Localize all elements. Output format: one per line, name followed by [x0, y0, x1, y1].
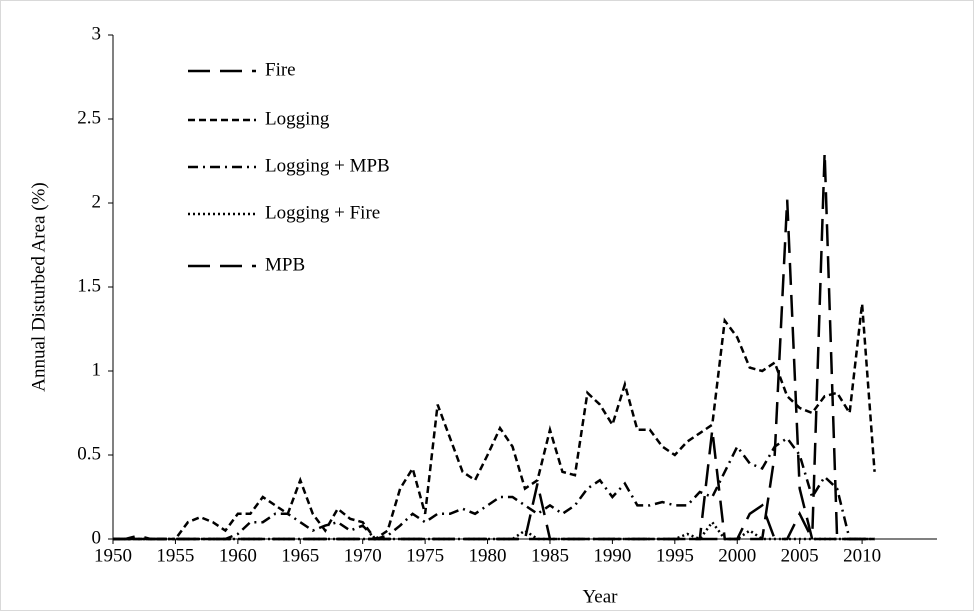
x-tick-label: 1995: [656, 545, 694, 566]
legend-label: Logging + MPB: [265, 155, 390, 176]
x-tick-label: 1965: [281, 545, 319, 566]
series-line: [113, 303, 876, 541]
legend-label: MPB: [265, 254, 305, 275]
x-tick-label: 2000: [718, 545, 756, 566]
y-tick-label: 0: [92, 527, 102, 548]
y-tick-label: 1.5: [77, 275, 101, 296]
y-tick-label: 1: [92, 359, 102, 380]
series-line: [113, 436, 875, 541]
y-tick-label: 2.5: [77, 107, 101, 128]
x-tick-label: 1985: [531, 545, 569, 566]
x-tick-label: 1950: [94, 545, 132, 566]
y-axis-title: Annual Disturbed Area (%): [28, 182, 49, 391]
x-tick-label: 1990: [593, 545, 631, 566]
x-tick-label: 2005: [781, 545, 819, 566]
x-tick-label: 1980: [469, 545, 507, 566]
x-tick-label: 1960: [219, 545, 257, 566]
x-tick-label: 2010: [843, 545, 881, 566]
legend-label: Logging: [265, 108, 330, 129]
y-tick-label: 3: [92, 23, 102, 44]
series-line: [113, 520, 875, 541]
series-line: [113, 483, 875, 541]
x-tick-label: 1970: [344, 545, 382, 566]
legend-label: Fire: [265, 59, 296, 80]
legend-label: Logging + Fire: [265, 202, 380, 223]
y-tick-label: 2: [92, 191, 102, 212]
x-axis-title: Year: [582, 586, 618, 607]
y-tick-label: 0.5: [77, 443, 101, 464]
x-tick-label: 1955: [156, 545, 194, 566]
x-tick-label: 1975: [406, 545, 444, 566]
